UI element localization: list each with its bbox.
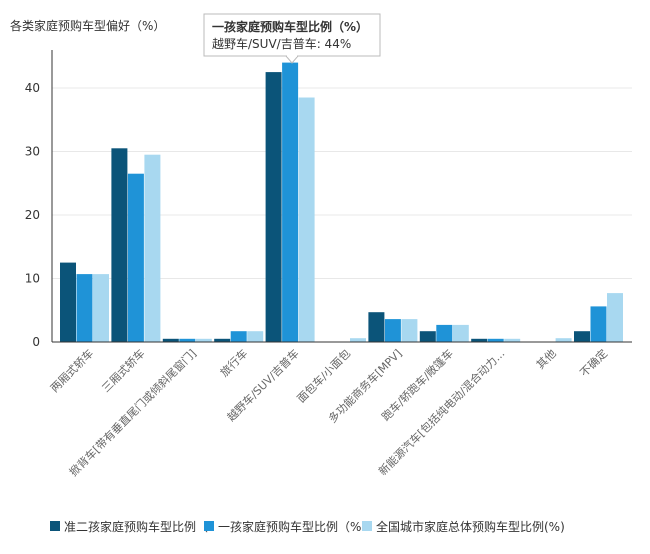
- bar[interactable]: [60, 262, 76, 342]
- bar[interactable]: [555, 338, 572, 342]
- tooltip: 一孩家庭预购车型比例（%） 越野车/SUV/吉普车: 44%: [203, 13, 381, 64]
- legend-item-second-child[interactable]: 准二孩家庭预购车型比例（: [50, 519, 208, 534]
- bar[interactable]: [590, 306, 607, 342]
- bar[interactable]: [195, 338, 212, 342]
- legend-swatch: [204, 521, 214, 531]
- x-tick-label: 两厢式轿车: [47, 346, 96, 395]
- bar[interactable]: [298, 97, 315, 343]
- y-tick-label: 30: [25, 145, 40, 159]
- y-tick-label: 20: [25, 208, 40, 222]
- y-axis-title: 各类家庭预购车型偏好（%）: [10, 18, 165, 33]
- legend-label: 全国城市家庭总体预购车型比例(%): [376, 519, 565, 534]
- bar[interactable]: [230, 331, 247, 342]
- bar[interactable]: [607, 293, 623, 342]
- bar[interactable]: [384, 319, 401, 342]
- legend-item-national[interactable]: 全国城市家庭总体预购车型比例(%): [362, 519, 565, 534]
- bar[interactable]: [247, 331, 264, 342]
- bar[interactable]: [265, 72, 282, 342]
- bar[interactable]: [401, 319, 418, 342]
- legend-swatch: [50, 521, 60, 531]
- legend-label: 准二孩家庭预购车型比例（: [64, 519, 208, 534]
- bar[interactable]: [487, 338, 504, 342]
- bar[interactable]: [93, 274, 109, 342]
- bar[interactable]: [419, 331, 436, 342]
- x-tick-label: 面包车/小面包: [294, 346, 353, 405]
- tooltip-title: 一孩家庭预购车型比例（%）: [212, 19, 368, 34]
- bar[interactable]: [111, 148, 128, 342]
- bars: [60, 62, 623, 343]
- legend-label: 一孩家庭预购车型比例（%: [218, 519, 361, 534]
- y-tick-labels: 0 10 20 30 40: [25, 81, 40, 349]
- bar[interactable]: [504, 338, 521, 342]
- bar[interactable]: [214, 338, 231, 342]
- bar[interactable]: [471, 338, 488, 342]
- x-tick-label: 不确定: [577, 346, 610, 379]
- bar[interactable]: [574, 331, 590, 342]
- bar[interactable]: [436, 324, 453, 342]
- tooltip-body: 越野车/SUV/吉普车: 44%: [212, 36, 351, 51]
- legend-swatch: [362, 521, 372, 531]
- legend: 准二孩家庭预购车型比例（ 一孩家庭预购车型比例（% 全国城市家庭总体预购车型比例…: [50, 519, 565, 534]
- bar[interactable]: [350, 338, 366, 342]
- x-tick-label: 旅行车: [217, 346, 250, 379]
- y-tick-label: 40: [25, 81, 40, 95]
- y-tick-label: 0: [32, 335, 40, 349]
- tooltip-box: [203, 13, 381, 57]
- bar[interactable]: [452, 324, 469, 342]
- bar[interactable]: [282, 62, 299, 342]
- bar[interactable]: [368, 312, 385, 342]
- legend-item-one-child[interactable]: 一孩家庭预购车型比例（%: [204, 519, 361, 534]
- y-tick-label: 10: [25, 272, 40, 286]
- x-tick-label: 三厢式轿车: [99, 346, 148, 395]
- bar[interactable]: [162, 338, 179, 342]
- bar[interactable]: [76, 274, 93, 342]
- bar[interactable]: [127, 173, 144, 342]
- bar[interactable]: [179, 338, 196, 342]
- x-tick-label: 其他: [534, 347, 559, 372]
- tooltip-pointer: [284, 55, 300, 64]
- bar[interactable]: [144, 154, 161, 342]
